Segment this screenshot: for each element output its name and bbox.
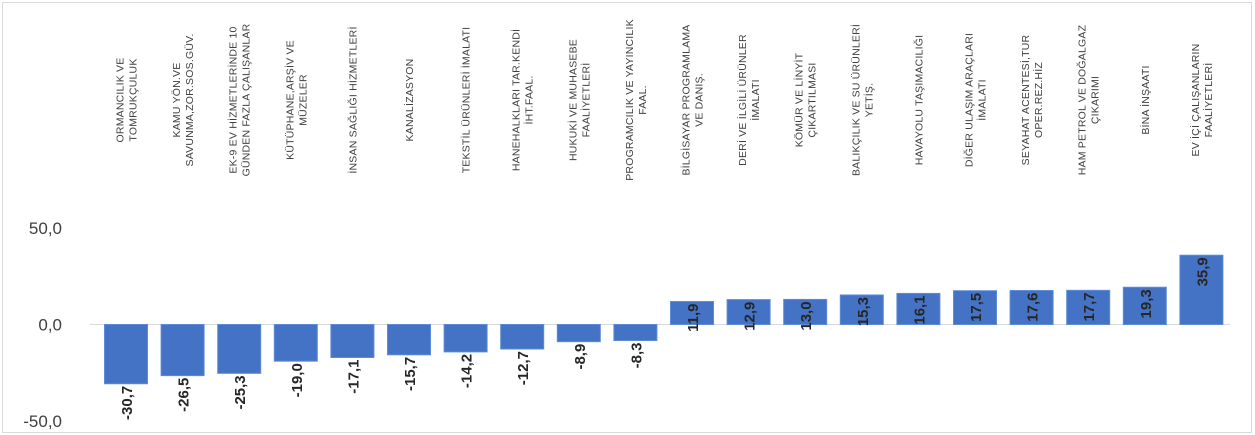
category-label: PROGRAMCILIK VE YAYINCILIK <box>624 19 636 181</box>
bar <box>104 324 148 385</box>
category-label: ORMANCILIK VE <box>115 58 127 143</box>
bar <box>160 324 205 377</box>
data-label: -8,3 <box>628 343 645 369</box>
y-tick-label: 0,0 <box>38 316 62 335</box>
data-label: 19,3 <box>1138 289 1155 318</box>
bar <box>953 290 997 326</box>
category-label: FAALİYETLERİ <box>579 63 592 138</box>
value-labels: -30,7 -26,5 -25,3 -19,0 -17,1 -15,7 -14,2 -12,7… <box>119 257 1211 420</box>
bar <box>273 324 318 362</box>
bar <box>500 324 545 350</box>
y-tick-label: 50,0 <box>29 219 62 238</box>
category-label: DİĞER ULAŞIM ARAÇLARI <box>963 33 976 167</box>
category-label: BİLGİSAYAR PROGRAMLAMA <box>680 24 693 175</box>
bar <box>556 324 601 343</box>
category-label: DERİ VE İLGİLİ ÜRÜNLER <box>736 34 749 166</box>
data-label: 11,9 <box>685 304 702 332</box>
data-label: 17,6 <box>1025 293 1042 322</box>
category-label: KÖMÜR VE LİNYİT <box>793 52 806 147</box>
category-label: FAAL. <box>637 85 649 115</box>
category-label: TEKSTİL ÜRÜNLERİ İMALATI <box>460 27 473 174</box>
data-label: 17,7 <box>1081 292 1098 321</box>
category-label: İHT.FAAL. <box>523 75 536 124</box>
bar <box>896 292 941 326</box>
bar <box>1179 254 1224 325</box>
y-tick-label: -50,0 <box>23 412 62 431</box>
category-label: HAM PETROL VE DOĞALGAZ <box>1076 24 1089 175</box>
category-label: VE DANIŞ. <box>694 73 706 127</box>
data-label: -15,7 <box>402 357 419 391</box>
category-label: EK-9 EV HİZMETLERİNDE 10 <box>227 26 240 173</box>
category-label: İNSAN SAĞLIĞI HİZMETLERİ <box>346 26 359 173</box>
category-label: KAMU YÖN.VE <box>171 63 183 138</box>
bar <box>1009 290 1054 326</box>
bar <box>613 324 658 342</box>
bars <box>104 254 1224 385</box>
category-label: SEYAHAT ACENTESİ,TUR <box>1019 34 1032 165</box>
bar <box>330 324 375 359</box>
data-label: 16,1 <box>911 295 928 324</box>
y-axis-ticks: -50,0 0,0 50,0 <box>23 219 62 431</box>
data-label: -14,2 <box>459 354 476 388</box>
bar <box>726 299 771 325</box>
data-label: -8,9 <box>572 344 589 370</box>
category-label: KÜTÜPHANE,ARŞİV VE <box>283 40 296 160</box>
bar <box>387 324 431 356</box>
bar <box>1122 286 1167 326</box>
bar <box>443 324 488 353</box>
data-label: -25,3 <box>232 375 249 409</box>
category-label: BİNA İNŞAATI <box>1139 65 1152 134</box>
data-label: -26,5 <box>176 378 193 412</box>
category-labels: ORMANCILIK VE TOMRUKÇULUK KAMU YÖN.VE SAVUN… <box>115 19 1215 181</box>
data-label: 12,9 <box>742 302 759 331</box>
category-label: İMALATI <box>749 79 762 120</box>
data-label: -30,7 <box>119 386 136 420</box>
category-label: KANALİZASYON <box>403 59 416 142</box>
bar <box>670 301 714 325</box>
category-label: GÜNDEN FAZLA ÇALIŞANLAR <box>241 23 253 176</box>
category-label: FAALİYETLERİ <box>1202 63 1215 138</box>
data-label: 17,5 <box>968 293 985 322</box>
data-label: 35,9 <box>1194 257 1211 286</box>
category-label: SAVUNMA,ZOR.SOS.GÜV. <box>184 34 196 167</box>
category-label: ÇIKARIMI <box>1090 76 1102 124</box>
bar <box>839 294 884 326</box>
category-label: EV İÇİ ÇALIŞANLARIN <box>1189 44 1202 157</box>
data-label: 15,3 <box>855 297 872 326</box>
category-label: BALIKÇILIK VE SU ÜRÜNLERİ <box>849 24 862 176</box>
category-label: HAVAYOLU TAŞIMACILIĞI <box>912 35 925 165</box>
data-label: -19,0 <box>289 363 306 397</box>
category-label: TOMRUKÇULUK <box>128 58 140 141</box>
bar <box>217 324 262 374</box>
data-label: -12,7 <box>515 351 532 385</box>
bar <box>783 298 828 326</box>
data-label: -17,1 <box>345 360 362 394</box>
category-label: YETİŞ. <box>862 83 875 117</box>
category-label: OPER.REZ.HİZ <box>1032 62 1045 138</box>
data-label: 13,0 <box>798 301 815 330</box>
category-label: ÇIKARTILMASI <box>807 62 819 137</box>
category-label: HANEHALKLARI TAR.KENDİ <box>510 29 523 171</box>
bar <box>1066 289 1111 325</box>
category-label: HUKUKİ VE MUHASEBE <box>566 39 579 161</box>
category-label: İMALATI <box>976 79 989 120</box>
category-label: MÜZELER <box>297 74 309 126</box>
